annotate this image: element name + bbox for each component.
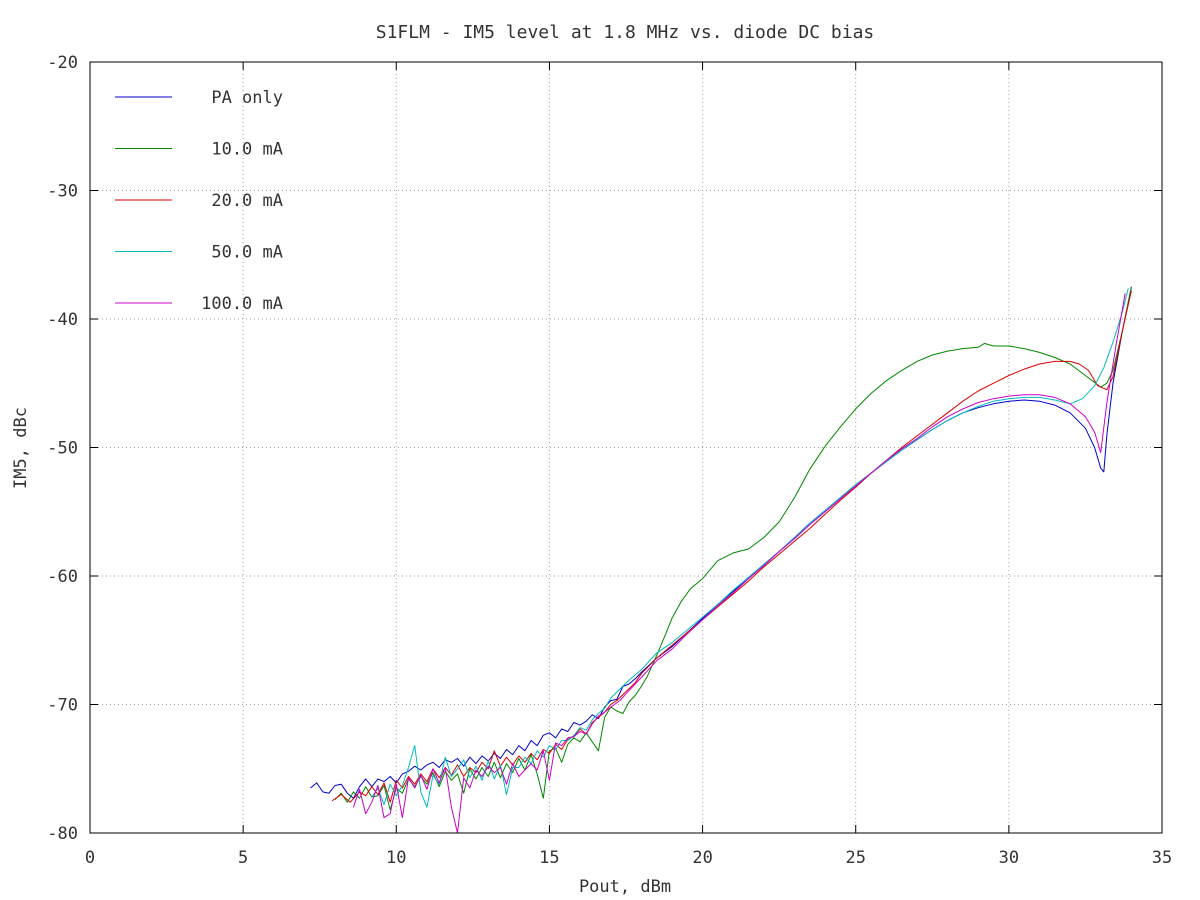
x-tick-label: 0 <box>85 848 95 868</box>
y-tick-label: -30 <box>47 182 78 202</box>
y-tick-label: -40 <box>47 310 78 330</box>
series-line <box>334 286 1132 811</box>
series-line <box>352 293 1126 834</box>
x-tick-label: 5 <box>238 848 248 868</box>
legend-label: PA only <box>211 88 283 108</box>
x-tick-label: 30 <box>999 848 1019 868</box>
series-line <box>310 286 1132 799</box>
legend-label: 100.0 mA <box>201 294 283 314</box>
x-tick-label: 10 <box>386 848 406 868</box>
x-tick-label: 15 <box>539 848 559 868</box>
legend-label: 10.0 mA <box>211 140 283 160</box>
y-axis-label: IM5, dBc <box>11 407 31 489</box>
plot-frame <box>89 61 1163 834</box>
y-tick-label: -80 <box>47 824 78 844</box>
x-axis-label: Pout, dBm <box>579 877 671 897</box>
axis-ticks: 0 5 10 15 20 25 30 35 -80 -70 -60 -50 -40 -30 -20 <box>47 53 1172 868</box>
series-line <box>331 290 1132 803</box>
legend: PA only 10.0 mA 20.0 mA 50.0 mA 100.0 mA <box>115 88 283 314</box>
y-tick-label: -50 <box>47 439 78 459</box>
series-lines <box>310 286 1132 834</box>
x-tick-label: 20 <box>692 848 712 868</box>
y-tick-label: -20 <box>47 53 78 73</box>
y-tick-label: -60 <box>47 567 78 587</box>
series-line <box>371 288 1129 808</box>
legend-label: 50.0 mA <box>211 243 283 263</box>
x-tick-label: 25 <box>845 848 865 868</box>
grid <box>90 62 1162 833</box>
x-tick-label: 35 <box>1152 848 1172 868</box>
legend-label: 20.0 mA <box>211 191 283 211</box>
chart-title: S1FLM - IM5 level at 1.8 MHz vs. diode D… <box>376 22 875 43</box>
y-tick-label: -70 <box>47 696 78 716</box>
